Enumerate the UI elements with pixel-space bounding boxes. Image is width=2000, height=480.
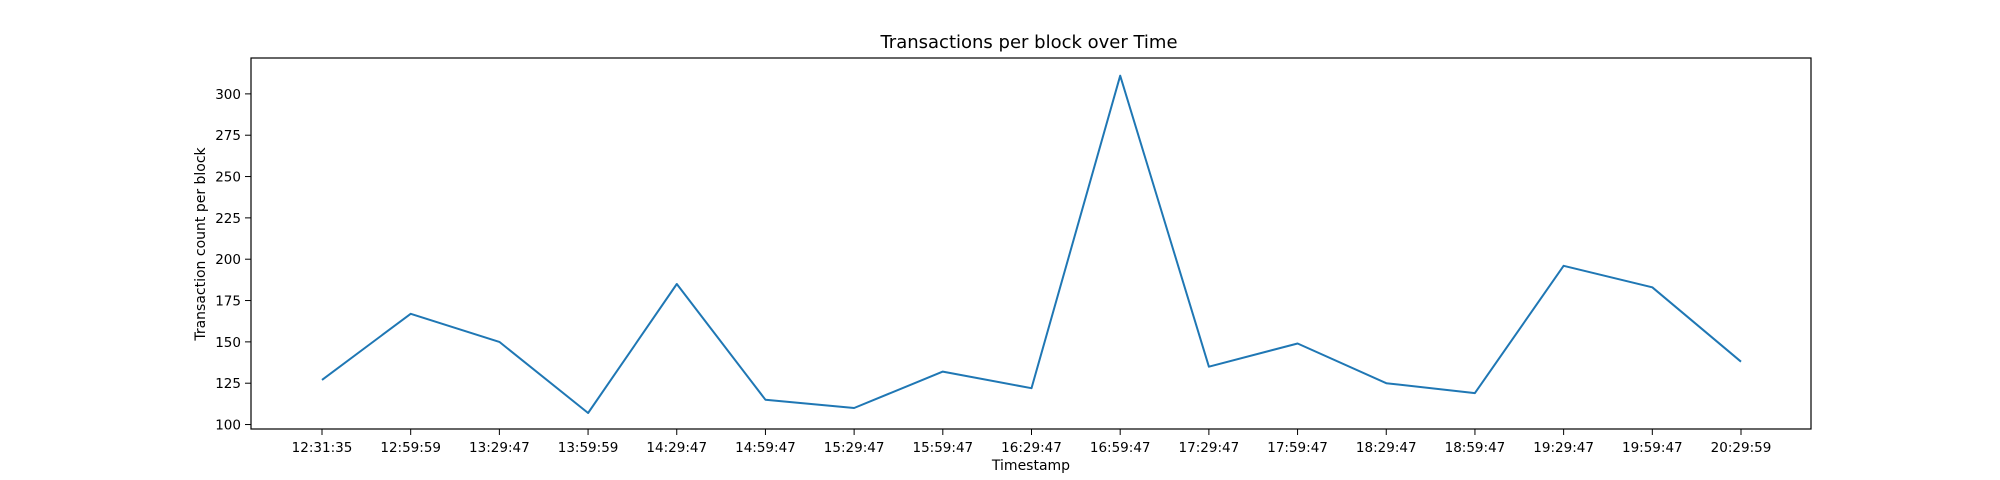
x-tick-label: 12:59:59 [380,440,441,456]
data-point [1117,73,1123,79]
x-tick-label: 17:29:47 [1179,440,1240,456]
x-tick-label: 14:29:47 [646,440,707,456]
y-tick-label: 275 [215,128,241,144]
data-point [585,410,591,416]
x-axis-label: Timestamp [991,458,1070,474]
data-point [1472,390,1478,396]
y-tick-label: 250 [215,170,241,186]
x-tick-label: 17:59:47 [1267,440,1328,456]
y-tick-label: 125 [215,376,241,392]
data-point [1649,284,1655,290]
data-point [1561,263,1567,269]
plot-frame [250,57,1812,430]
data-point [496,339,502,345]
data-point [1206,364,1212,370]
y-axis: 100 125 150 175 200 225 250 275 300 [215,87,251,434]
x-tick-label: 14:59:47 [735,440,796,456]
y-tick-label: 225 [215,211,241,227]
x-tick-label: 18:59:47 [1445,440,1506,456]
x-tick-label: 20:29:59 [1711,440,1772,456]
x-tick-label: 15:29:47 [824,440,885,456]
x-tick-label: 18:29:47 [1356,440,1417,456]
data-point [1383,380,1389,386]
x-tick-label: 19:59:47 [1622,440,1683,456]
x-tick-label: 16:59:47 [1090,440,1151,456]
data-point [851,405,857,411]
x-tick-label: 12:31:35 [292,440,353,456]
y-tick-label: 300 [215,87,241,103]
x-tick-label: 16:29:47 [1001,440,1062,456]
y-axis-label: Transaction count per block [193,146,209,341]
chart-title: Transactions per block over Time [879,32,1177,53]
data-point [940,369,946,375]
x-axis: 12:31:35 12:59:59 13:29:47 13:59:59 14:29:47… [292,429,1772,456]
y-tick-label: 200 [215,252,241,268]
y-tick-label: 150 [215,335,241,351]
data-point [408,311,414,317]
x-tick-label: 15:59:47 [912,440,973,456]
data-point [1029,385,1035,391]
series-line [321,74,1742,414]
data-point [674,281,680,287]
data-point [762,397,768,403]
x-tick-label: 13:29:47 [469,440,530,456]
data-point [319,377,325,383]
x-tick-label: 13:59:59 [558,440,619,456]
data-point [1295,341,1301,347]
data-point [1738,359,1744,365]
x-tick-label: 19:29:47 [1533,440,1594,456]
y-tick-label: 175 [215,294,241,310]
series-group [319,73,1744,416]
y-tick-label: 100 [215,418,241,434]
